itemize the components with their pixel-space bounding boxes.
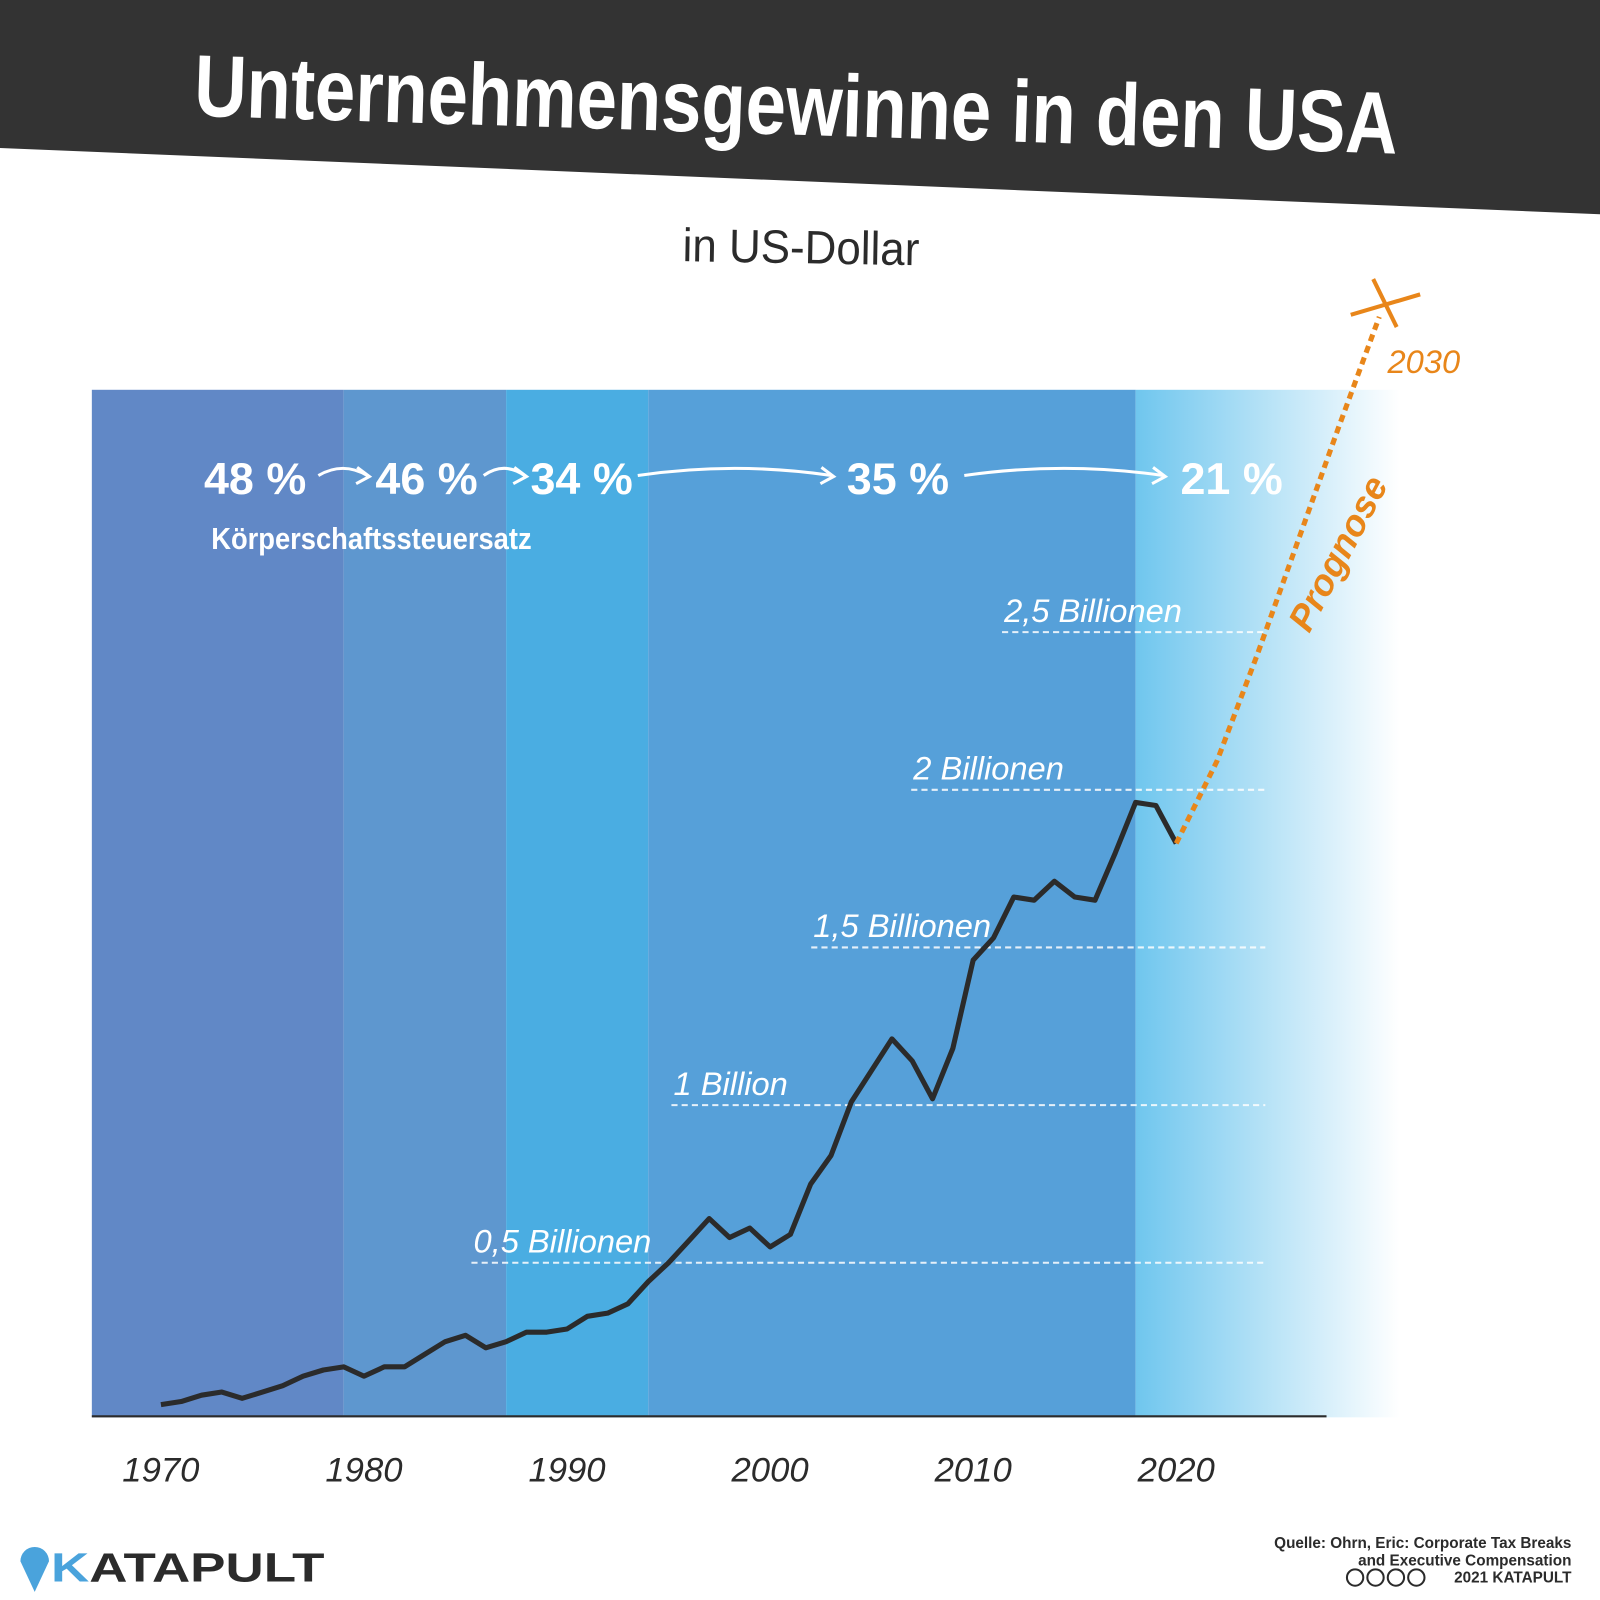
copyright: 2021 KATAPULT (1454, 1570, 1572, 1587)
license-icons (1345, 1568, 1426, 1587)
nd-icon (1407, 1568, 1426, 1587)
y-tick-label: 1,5 Billionen (813, 907, 991, 944)
tax-band (91, 389, 344, 1418)
tax-band (648, 389, 1136, 1418)
tax-rate-label: 34 % (530, 453, 632, 504)
nc-icon (1386, 1568, 1406, 1587)
arrow (964, 466, 1164, 478)
tax-bands: 48 % 46 % 34 % 35 % 21 % Körperschaftssteuers… (91, 389, 1400, 1418)
arrow-head (1151, 466, 1169, 486)
marker-stroke (1371, 278, 1399, 328)
x-tick-label: 1980 (325, 1452, 402, 1490)
tax-band (343, 389, 507, 1418)
cc-icon (1345, 1568, 1365, 1587)
logo-icon (20, 1546, 49, 1592)
tax-rate-label: 21 % (1180, 453, 1282, 504)
x-tick-label: 2000 (731, 1452, 809, 1490)
tax-rate-label: 46 % (375, 453, 477, 504)
arrow-head (819, 466, 837, 486)
arrow-head (512, 466, 530, 486)
forecast-end-label: 2030 (1386, 343, 1460, 380)
source-line: Quelle: Ohrn, Eric: Corporate Tax Breaks (1274, 1535, 1571, 1552)
tax-band (506, 389, 649, 1418)
forecast-end-marker (1350, 278, 1421, 328)
arrow (637, 466, 832, 478)
y-tick-label: 0,5 Billionen (473, 1223, 651, 1260)
x-tick-label: 1990 (528, 1452, 605, 1490)
tax-rate-label: 35 % (847, 453, 949, 504)
by-icon (1366, 1568, 1385, 1587)
source-line: and Executive Compensation (1358, 1552, 1571, 1569)
tax-band (1135, 389, 1400, 1418)
x-tick-label: 2010 (934, 1452, 1012, 1490)
brand: K ATAPULT (51, 1545, 325, 1591)
title-banner (0, 0, 1600, 215)
logo: K ATAPULT (20, 1545, 325, 1592)
forecast-line (1173, 315, 1382, 845)
data-line (160, 799, 1179, 1408)
y-tick-label: 1 Billion (673, 1065, 787, 1102)
x-tick-label: 2020 (1137, 1452, 1215, 1490)
tax-rate-label: 48 % (204, 453, 306, 504)
arrow-head (355, 466, 373, 486)
y-tick-label: 2,5 Billionen (1003, 592, 1182, 629)
tax-rate-caption: Körperschaftssteuersatz (211, 522, 531, 556)
y-tick-label: 2 Billionen (912, 750, 1064, 787)
x-tick-label: 1970 (122, 1452, 199, 1490)
chart-subtitle: in US-Dollar (682, 219, 920, 275)
